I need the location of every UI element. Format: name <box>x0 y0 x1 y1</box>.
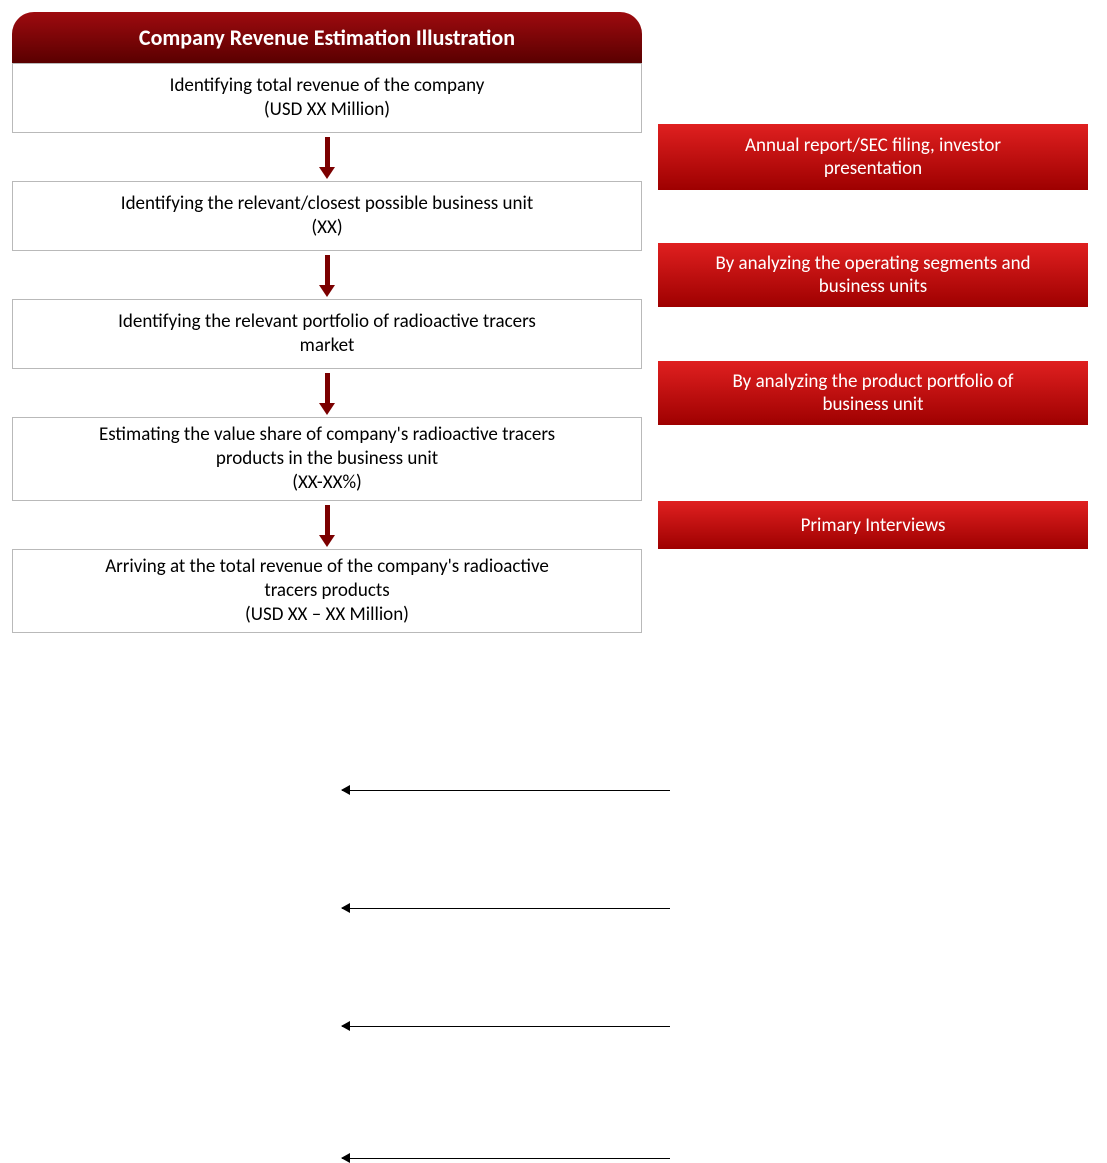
step-box-3: Identifying the relevant portfolio of ra… <box>12 299 642 369</box>
arrow-slot-3 <box>12 369 642 417</box>
callout-3-line-2: business unit <box>733 393 1014 416</box>
step-3-line-2: market <box>300 334 355 358</box>
flow-column: Company Revenue Estimation Illustration … <box>12 12 642 633</box>
step-5-line-3: (USD XX – XX Million) <box>245 603 409 627</box>
step-4-line-2: products in the business unit <box>216 447 438 471</box>
down-arrow-icon <box>319 373 335 415</box>
connector-arrowhead-icon <box>341 1021 350 1031</box>
step-1-line-2: (USD XX Million) <box>264 98 390 122</box>
callout-4: Primary Interviews <box>658 501 1088 549</box>
arrow-slot-1 <box>12 133 642 181</box>
arrow-slot-4 <box>12 501 642 549</box>
callout-3-line-1: By analyzing the product portfolio of <box>733 370 1014 393</box>
callout-2: By analyzing the operating segments andb… <box>658 243 1088 307</box>
step-4-line-1: Estimating the value share of company's … <box>99 423 555 447</box>
down-arrow-icon <box>319 137 335 179</box>
header-bar: Company Revenue Estimation Illustration <box>12 12 642 63</box>
step-box-5: Arriving at the total revenue of the com… <box>12 549 642 633</box>
step-box-4: Estimating the value share of company's … <box>12 417 642 501</box>
step-box-2: Identifying the relevant/closest possibl… <box>12 181 642 251</box>
step-5-line-2: tracers products <box>264 579 389 603</box>
header-text: Company Revenue Estimation Illustration <box>139 24 515 51</box>
step-4-line-3: (XX-XX%) <box>292 471 362 495</box>
step-1-line-1: Identifying total revenue of the company <box>170 74 485 98</box>
connector-arrowhead-icon <box>341 785 350 795</box>
connector-arrowhead-icon <box>341 1153 350 1163</box>
step-2-line-2: (XX) <box>311 216 342 240</box>
callout-4-line-1: Primary Interviews <box>801 514 946 537</box>
callout-3: By analyzing the product portfolio ofbus… <box>658 361 1088 425</box>
callout-1-line-1: Annual report/SEC filing, investor <box>745 134 1001 157</box>
down-arrow-icon <box>319 505 335 547</box>
callout-1-line-2: presentation <box>745 157 1001 180</box>
steps-host: Identifying total revenue of the company… <box>12 63 642 633</box>
step-2-line-1: Identifying the relevant/closest possibl… <box>121 192 533 216</box>
arrow-slot-2 <box>12 251 642 299</box>
down-arrow-icon <box>319 255 335 297</box>
step-5-line-1: Arriving at the total revenue of the com… <box>105 555 549 579</box>
callout-2-line-2: business units <box>715 275 1030 298</box>
step-3-line-1: Identifying the relevant portfolio of ra… <box>118 310 536 334</box>
callout-1: Annual report/SEC filing, investorpresen… <box>658 124 1088 190</box>
step-box-1: Identifying total revenue of the company… <box>12 63 642 133</box>
connector-arrowhead-icon <box>341 903 350 913</box>
callout-2-line-1: By analyzing the operating segments and <box>715 252 1030 275</box>
